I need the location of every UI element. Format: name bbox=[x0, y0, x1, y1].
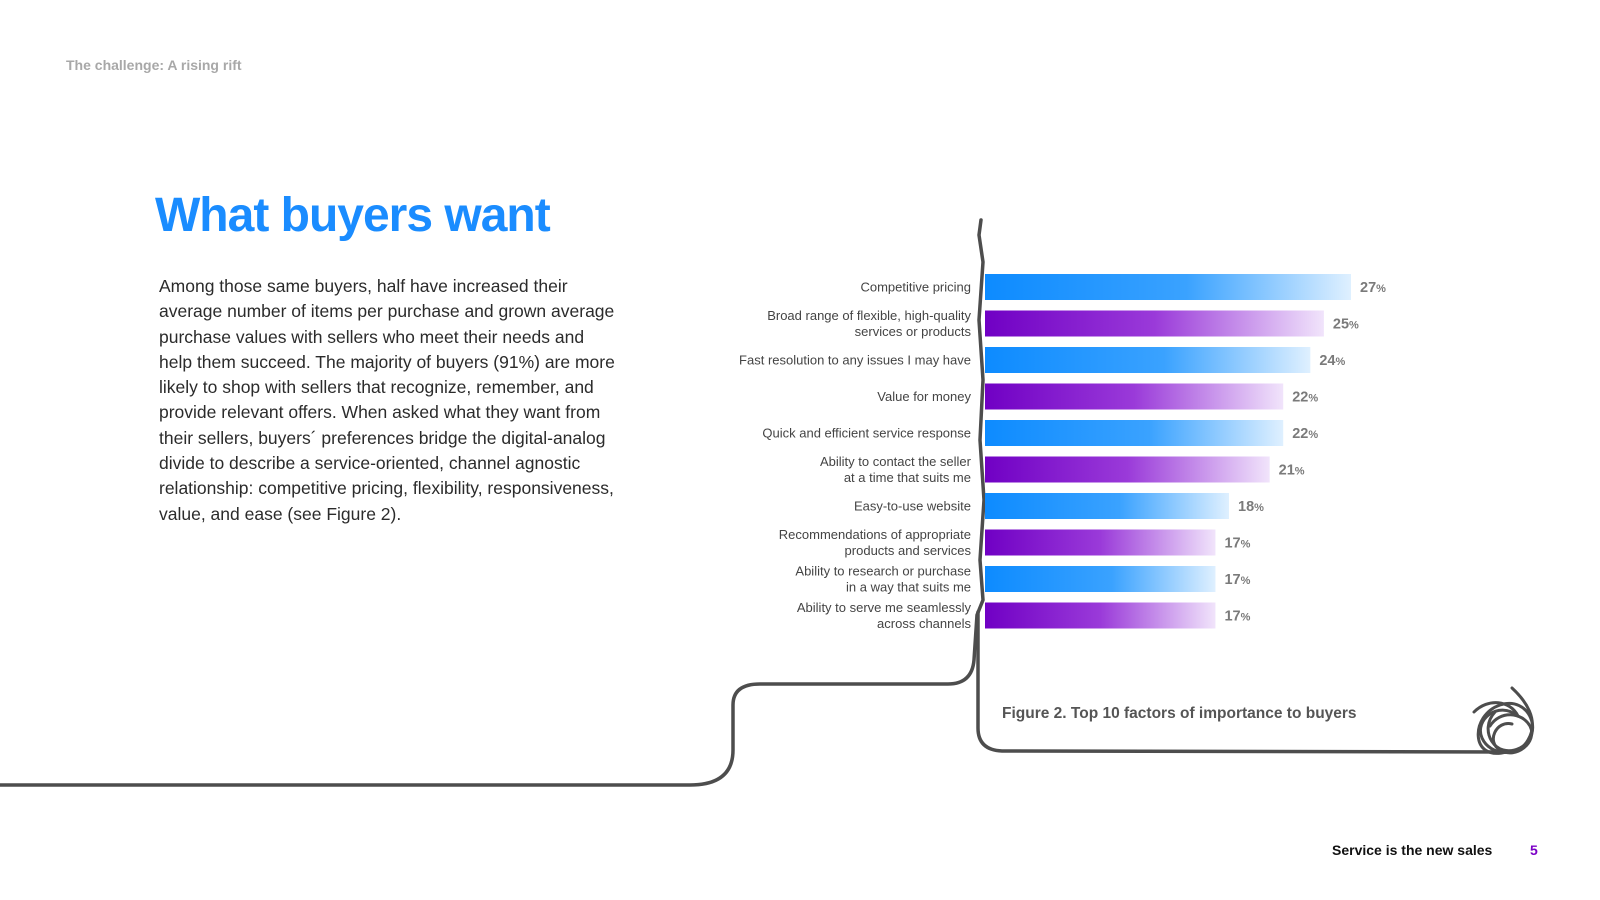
category-label-10: Ability to serve me seamlessly across cha… bbox=[797, 600, 972, 631]
page-number: 5 bbox=[1530, 842, 1538, 858]
bar-5 bbox=[985, 420, 1284, 446]
category-label-1: Competitive pricing bbox=[860, 280, 971, 295]
value-label-9: 17% bbox=[1224, 572, 1250, 588]
value-label-8: 17% bbox=[1224, 536, 1250, 552]
category-label-7: Easy-to-use website bbox=[854, 499, 971, 514]
bar-8 bbox=[985, 529, 1216, 556]
bar-1 bbox=[985, 274, 1351, 300]
section-label: The challenge: A rising rift bbox=[66, 57, 242, 73]
category-label-5: Quick and efficient service response bbox=[762, 426, 971, 441]
scribble-icon bbox=[1472, 686, 1535, 755]
category-label-4: Value for money bbox=[877, 389, 971, 404]
category-label-6: Ability to contact the seller at a time t… bbox=[820, 454, 972, 485]
bar-9 bbox=[985, 566, 1216, 592]
page-title: What buyers want bbox=[155, 189, 551, 242]
category-label-2: Broad range of flexible, high-quality ser… bbox=[767, 308, 971, 339]
value-label-5: 22% bbox=[1292, 426, 1318, 442]
value-label-1: 27% bbox=[1360, 280, 1386, 296]
category-label-3: Fast resolution to any issues I may have bbox=[739, 353, 971, 368]
bar-7 bbox=[985, 493, 1229, 519]
category-label-8: Recommendations of appropriate products a… bbox=[779, 527, 972, 558]
bar-4 bbox=[985, 383, 1284, 410]
value-label-4: 22% bbox=[1292, 390, 1318, 406]
category-label-9: Ability to research or purchase in a way … bbox=[795, 564, 971, 595]
frame-line bbox=[976, 610, 1512, 754]
value-label-10: 17% bbox=[1224, 609, 1250, 625]
footer-title: Service is the new sales bbox=[1332, 842, 1493, 858]
value-label-2: 25% bbox=[1333, 317, 1359, 333]
figure-caption: Figure 2. Top 10 factors of importance t… bbox=[1002, 705, 1357, 722]
bar-10 bbox=[985, 602, 1216, 629]
value-label-3: 24% bbox=[1319, 353, 1345, 369]
bar-2 bbox=[985, 310, 1324, 337]
bar-6 bbox=[985, 456, 1270, 483]
body-paragraph: Among those same buyers, half have incre… bbox=[159, 276, 615, 524]
connector-line bbox=[0, 218, 986, 787]
value-label-6: 21% bbox=[1279, 463, 1305, 479]
bar-3 bbox=[985, 347, 1311, 373]
value-label-7: 18% bbox=[1238, 499, 1264, 515]
